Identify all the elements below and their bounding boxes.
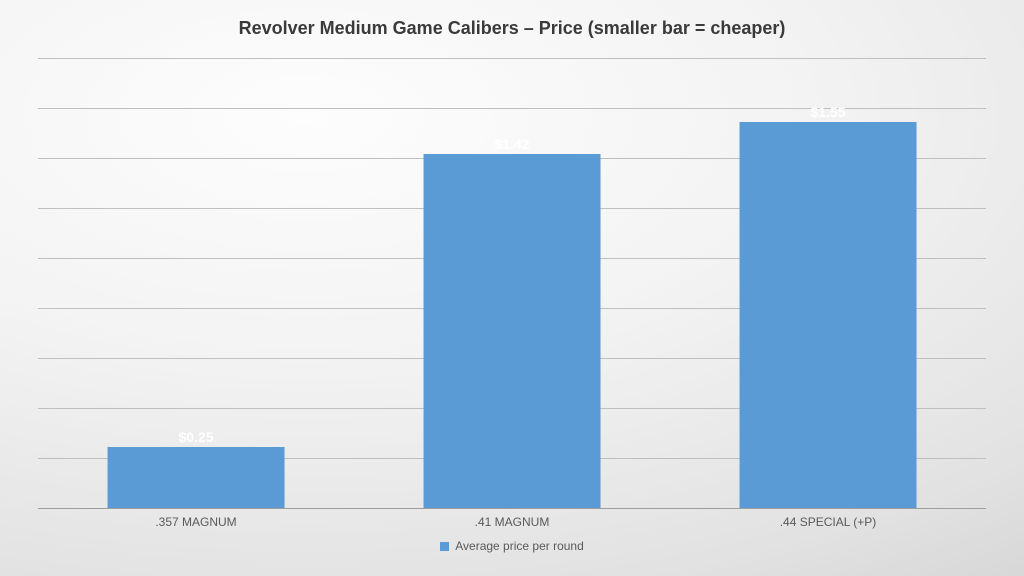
x-axis-label: .44 SPECIAL (+P) (670, 515, 986, 529)
price-bar-chart: Revolver Medium Game Calibers – Price (s… (0, 0, 1024, 576)
bar-value-label: $0.25 (178, 429, 213, 447)
bar-value-label: $1.42 (494, 136, 529, 154)
bar-slot: $1.55 (670, 59, 986, 509)
bar: $1.55 (740, 122, 917, 510)
x-axis-line (38, 508, 986, 509)
bars-container: $0.25 $1.42 $1.55 (38, 59, 986, 509)
bar-slot: $1.42 (354, 59, 670, 509)
x-axis-labels: .357 MAGNUM.41 MAGNUM.44 SPECIAL (+P) (38, 515, 986, 529)
chart-title: Revolver Medium Game Calibers – Price (s… (24, 18, 1000, 39)
x-axis-label: .357 MAGNUM (38, 515, 354, 529)
legend-swatch (440, 542, 449, 551)
plot-area: $0.25 $1.42 $1.55 (38, 59, 986, 509)
bar: $1.42 (424, 154, 601, 509)
bar-slot: $0.25 (38, 59, 354, 509)
legend: Average price per round (24, 539, 1000, 553)
bar-value-label: $1.55 (810, 104, 845, 122)
bar: $0.25 (108, 447, 285, 510)
legend-label: Average price per round (455, 539, 584, 553)
x-axis-label: .41 MAGNUM (354, 515, 670, 529)
